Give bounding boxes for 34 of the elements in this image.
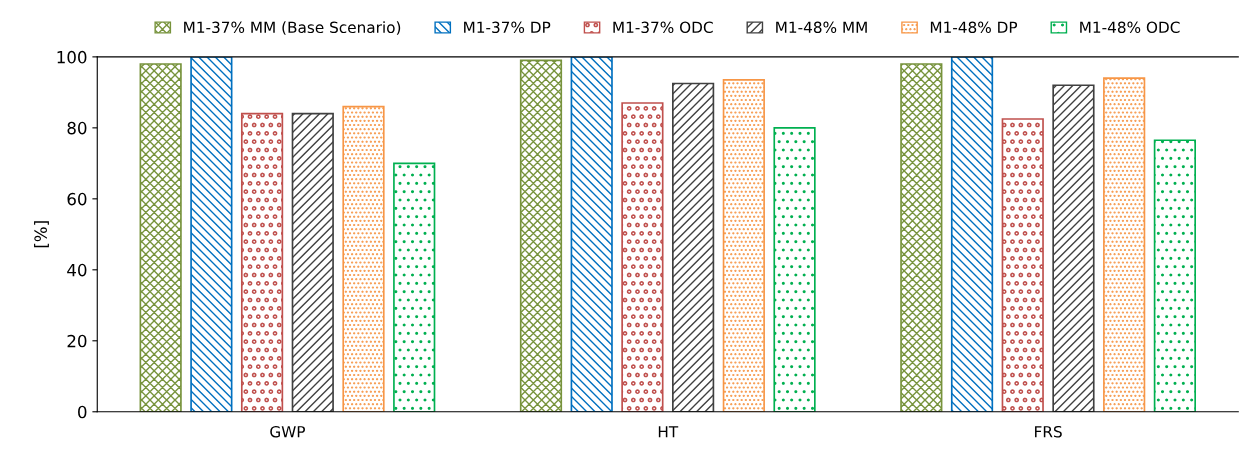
y-tick-label: 40	[67, 263, 87, 277]
bar	[900, 63, 943, 412]
legend-label: M1-37% ODC	[613, 21, 713, 34]
bar	[773, 127, 816, 412]
legend-label: M1-48% DP	[930, 21, 1018, 34]
y-tick-label: 80	[67, 121, 87, 135]
legend-label: M1-48% MM	[776, 21, 867, 34]
bar	[1103, 77, 1146, 412]
legend-label: M1-48% ODC	[1080, 21, 1180, 34]
x-tick-label: GWP	[270, 425, 305, 438]
bar	[139, 63, 182, 412]
y-tick-label: 20	[67, 334, 87, 348]
bar	[240, 112, 284, 412]
bar	[722, 79, 765, 412]
bar	[393, 162, 436, 412]
x-tick-label: FRS	[1035, 425, 1062, 438]
y-tick-label: 60	[67, 192, 87, 206]
bar	[570, 56, 613, 412]
legend-label: M1-37% DP	[464, 21, 551, 34]
y-tick-label: 0	[78, 405, 87, 419]
bar	[621, 102, 664, 412]
bar	[519, 59, 563, 412]
bar	[1001, 118, 1044, 412]
y-axis-title: [%]	[34, 221, 49, 248]
bar	[342, 105, 385, 412]
bar	[1052, 84, 1095, 412]
bar	[190, 56, 233, 412]
y-tick-label: 100	[57, 50, 87, 64]
x-tick-label: HT	[658, 426, 679, 438]
legend-label: M1-37% MM (Base Scenario)	[184, 21, 401, 35]
bar	[291, 112, 334, 412]
bar	[950, 56, 994, 412]
bar	[672, 82, 715, 412]
bar	[1153, 139, 1197, 412]
